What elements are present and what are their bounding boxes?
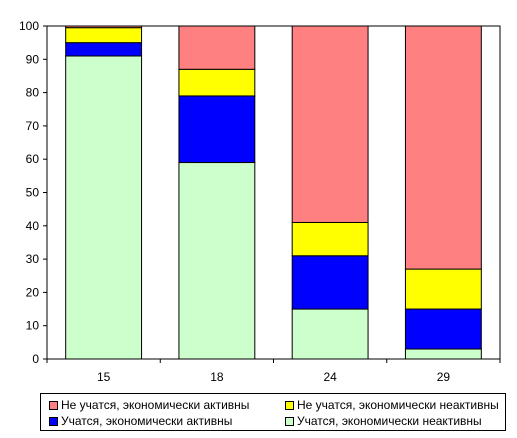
y-tick-label-40: 40	[26, 219, 40, 233]
legend-item-studying-inactive: Учатся, экономически неактивны	[285, 414, 482, 428]
y-tick-label-100: 100	[19, 19, 39, 33]
legend-swatch-studying-active	[49, 416, 58, 426]
bar-segment-24-series-3	[291, 25, 369, 223]
legend-label-studying-active: Учатся, экономически активны	[61, 414, 233, 428]
bar-segment-29-series-0	[404, 348, 482, 360]
legend-item-not-studying-active: Не учатся, экономически активны	[49, 398, 249, 412]
bar-segment-15-series-2	[65, 27, 143, 44]
stacked-bar-chart: 0 10 20 30 40 50 60 70 80 90 100 15 18 24 29	[19, 19, 501, 384]
y-tick-label-70: 70	[26, 119, 40, 133]
legend-swatch-not-studying-active	[49, 400, 58, 410]
legend-label-studying-inactive: Учатся, экономически неактивны	[297, 414, 482, 428]
bar-segment-29-series-1	[404, 308, 482, 350]
y-tick-label-90: 90	[26, 52, 40, 66]
legend-item-not-studying-inactive: Не учатся, экономически неактивны	[285, 398, 499, 412]
x-tick-label-18: 18	[210, 370, 224, 384]
bar-segment-18-series-2	[178, 68, 256, 97]
x-tick-label-24: 24	[323, 370, 337, 384]
bar-segment-15-series-0	[65, 55, 143, 360]
x-tick-label-15: 15	[97, 370, 111, 384]
y-tick-label-10: 10	[26, 319, 40, 333]
bars	[65, 25, 482, 360]
bar-segment-24-series-2	[291, 221, 369, 257]
x-tick-label-29: 29	[437, 370, 451, 384]
bar-segment-29-series-3	[404, 25, 482, 270]
y-axis: 0 10 20 30 40 50 60 70 80 90 100	[19, 19, 47, 366]
bar-segment-18-series-1	[178, 95, 256, 164]
y-tick-label-20: 20	[26, 285, 40, 299]
legend-label-not-studying-active: Не учатся, экономически активны	[61, 398, 250, 412]
legend-label-not-studying-inactive: Не учатся, экономически неактивны	[297, 398, 499, 412]
bar-segment-29-series-2	[404, 268, 482, 310]
bar-segment-18-series-3	[178, 25, 256, 70]
bar-segment-18-series-0	[178, 162, 256, 360]
bar-segment-15-series-1	[65, 42, 143, 57]
legend-swatch-studying-inactive	[285, 416, 294, 426]
y-tick-label-30: 30	[26, 252, 40, 266]
bar-segment-24-series-1	[291, 255, 369, 310]
legend-swatch-not-studying-inactive	[285, 400, 294, 410]
y-tick-label-60: 60	[26, 152, 40, 166]
legend-item-studying-active: Учатся, экономически активны	[49, 414, 232, 428]
x-axis: 15 18 24 29	[46, 359, 501, 384]
y-tick-label-80: 80	[26, 86, 40, 100]
legend: Не учатся, экономически активны Не учатс…	[40, 393, 506, 431]
y-tick-label-50: 50	[26, 186, 40, 200]
bar-segment-24-series-0	[291, 308, 369, 360]
y-tick-label-0: 0	[32, 352, 39, 366]
bar-segment-15-series-3	[65, 25, 143, 29]
